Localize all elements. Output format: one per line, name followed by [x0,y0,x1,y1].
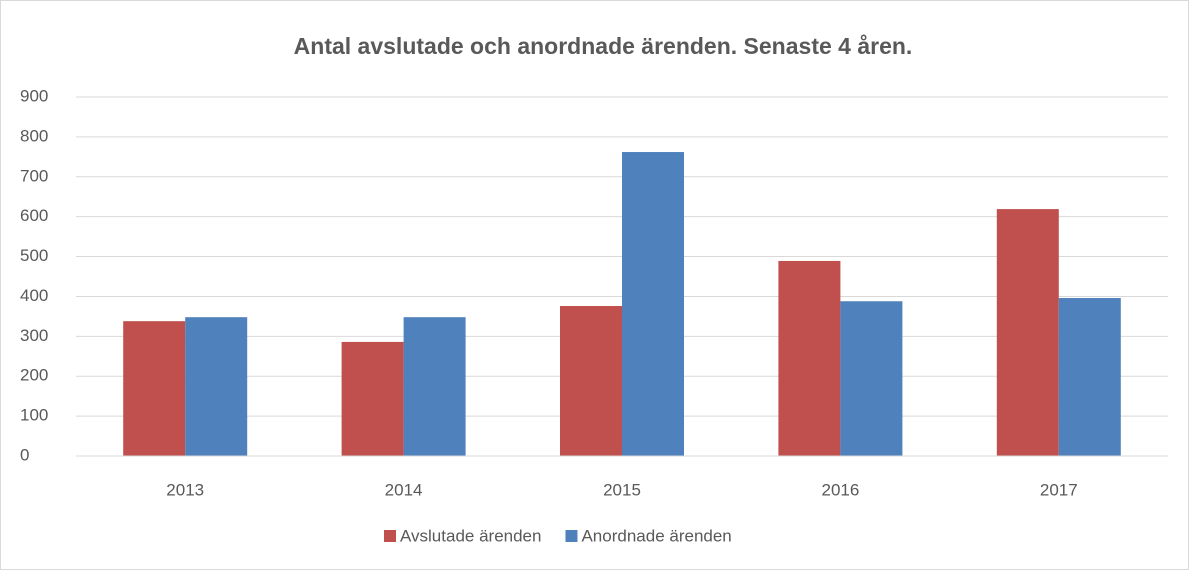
y-tick-label: 400 [20,286,48,305]
bar [403,317,466,456]
x-tick-label: 2014 [385,480,423,499]
y-tick-label: 600 [20,206,48,225]
x-tick-label: 2017 [1040,480,1078,499]
legend-swatch [384,530,396,542]
chart-title: Antal avslutade och anordnade ärenden. S… [294,33,913,59]
bar [778,260,841,456]
legend-swatch [565,530,578,542]
y-tick-label: 200 [20,366,48,385]
y-tick-label: 100 [20,406,48,425]
y-tick-label: 800 [20,126,48,145]
y-tick-label: 900 [20,86,48,105]
bar [341,341,404,456]
x-tick-label: 2013 [166,480,204,499]
x-tick-label: 2015 [603,480,641,499]
legend-label: Anordnade ärenden [581,526,731,545]
y-tick-label: 300 [20,326,48,345]
bar [185,317,248,456]
bar [996,209,1059,456]
bar [560,306,622,456]
bar [123,321,186,456]
legend-label: Avslutade ärenden [400,526,541,545]
x-tick-label: 2016 [821,480,859,499]
bar [622,152,684,456]
bar [840,301,903,456]
y-tick-label: 500 [20,246,48,265]
y-tick-label: 700 [20,166,48,185]
y-tick-label: 0 [20,445,29,464]
bar [1058,298,1121,456]
